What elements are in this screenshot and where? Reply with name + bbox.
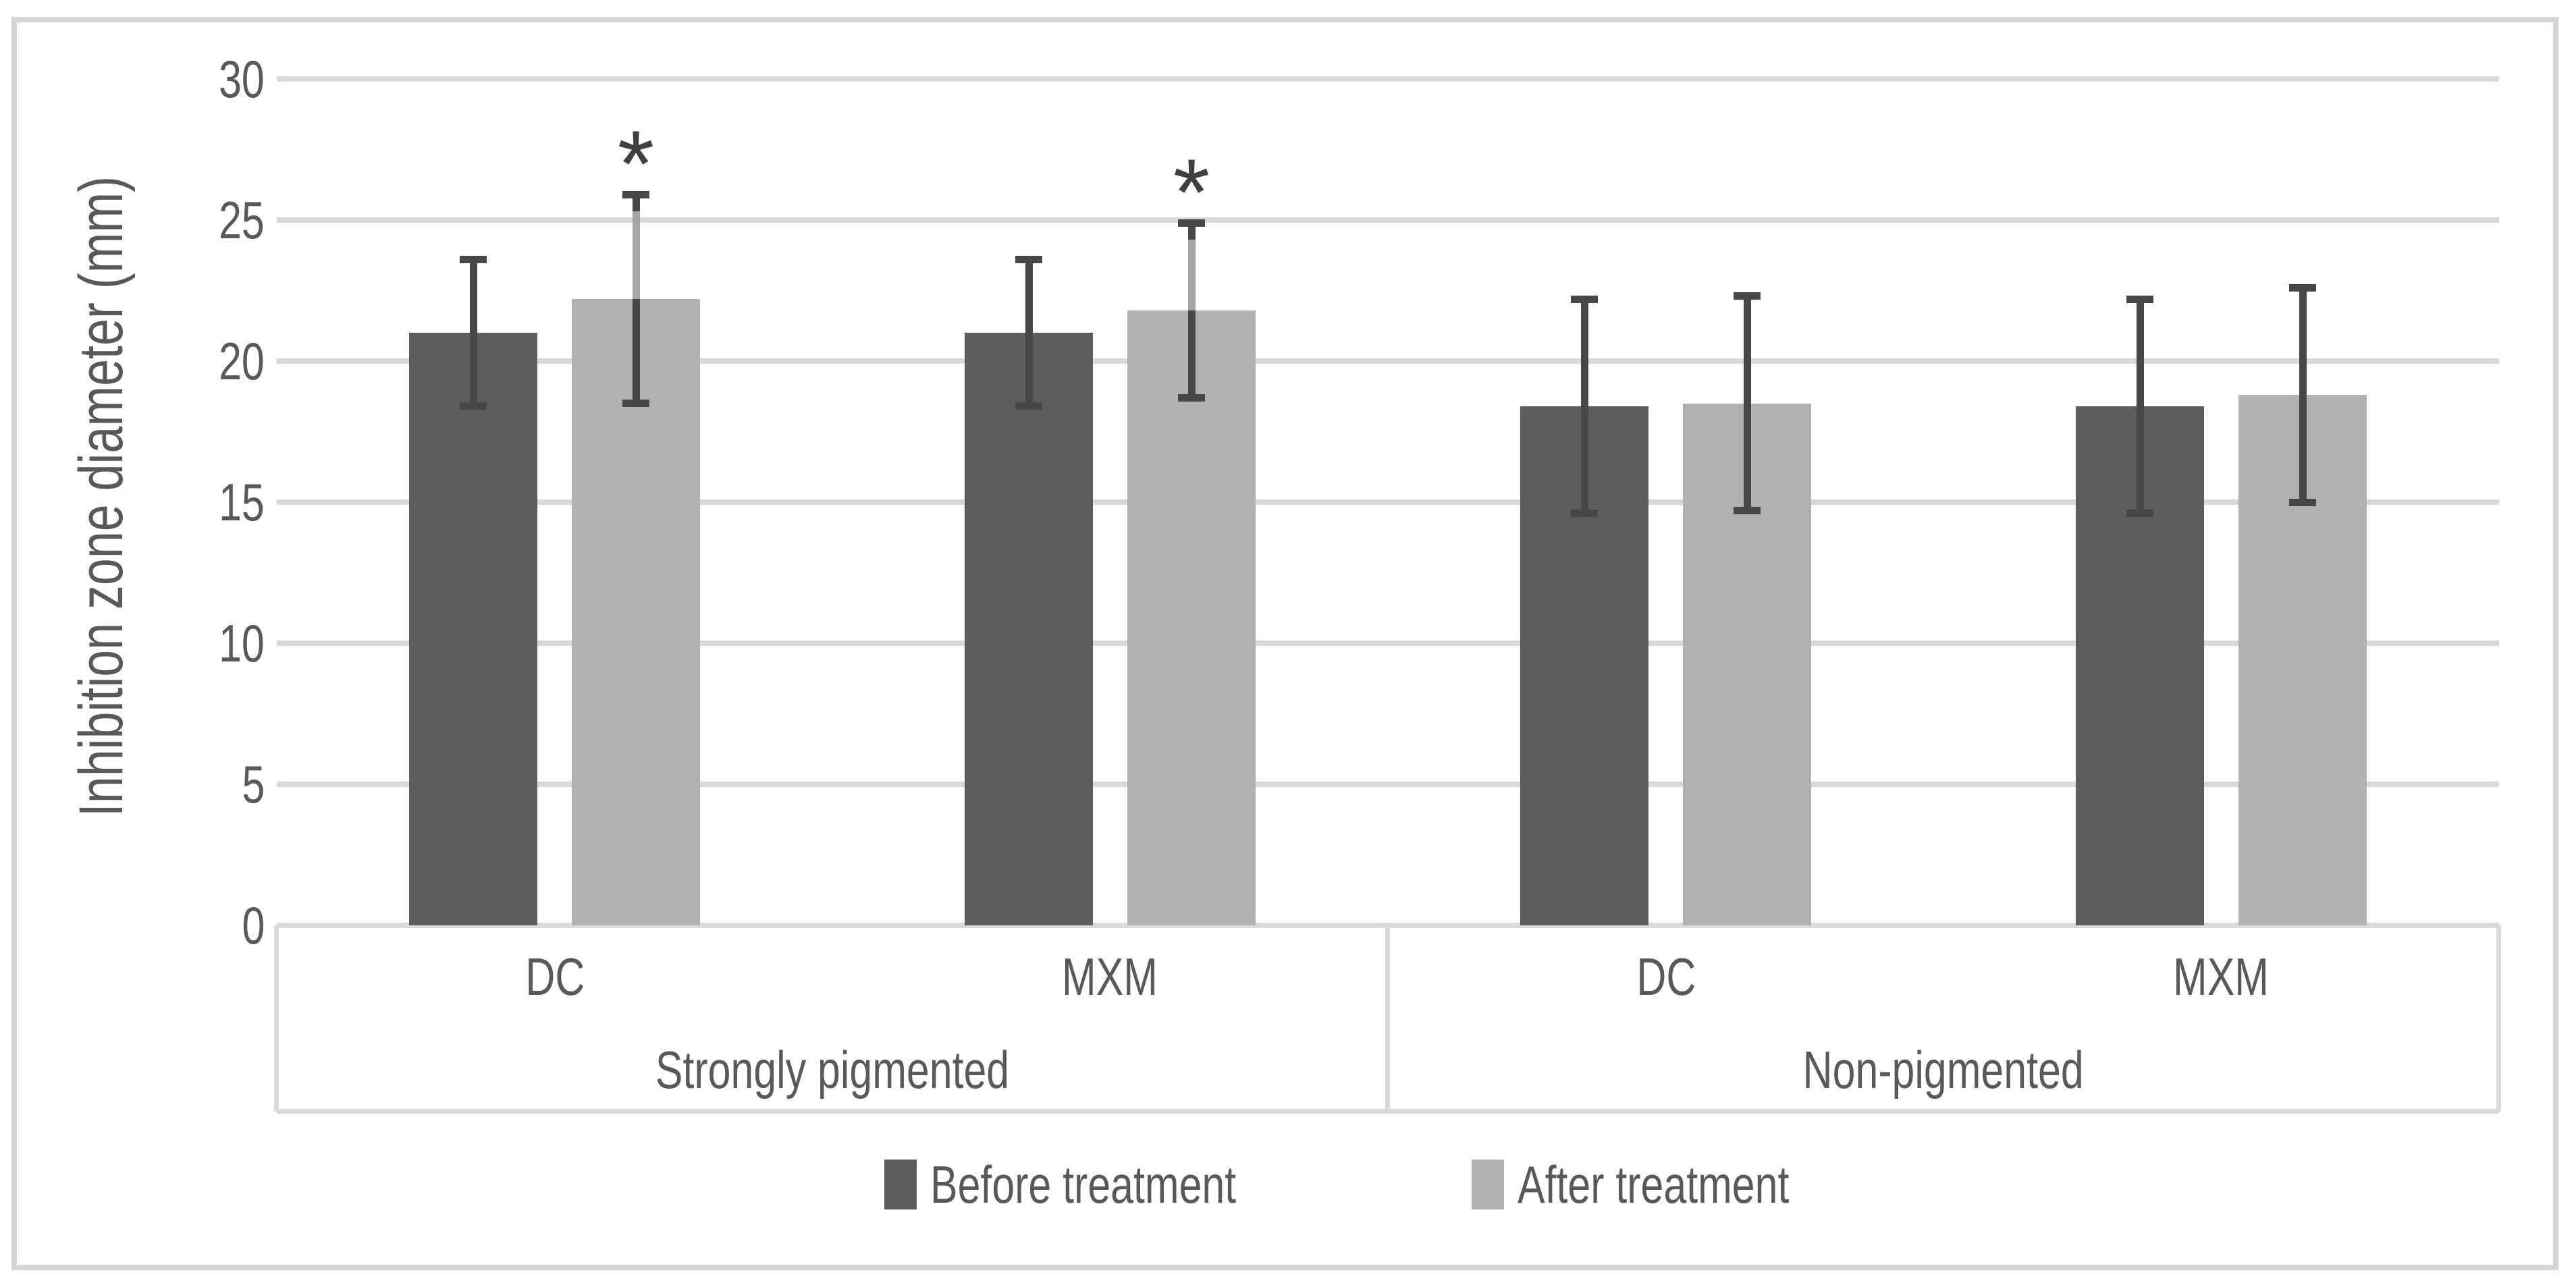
error-bar-line [469,259,477,406]
y-tick-label: 15 [101,470,265,535]
error-bar-line-light [632,211,640,300]
error-bar-cap-bottom [1015,402,1042,410]
y-tick-text: 20 [219,331,265,391]
category-separator-left [274,925,279,1112]
error-bar-cap-bottom [460,402,487,410]
error-bar-line [1743,296,1751,511]
gridline [277,358,2499,364]
error-bar-line [632,299,640,404]
group-label-non-pigmented: Non-pigmented [1802,1040,2084,1099]
bar-before-treatment [965,333,1093,925]
legend-swatch-before-treatment [884,1160,917,1209]
y-tick-label: 10 [101,611,265,676]
y-tick-label: 0 [101,893,265,958]
y-tick-label: 5 [101,752,265,817]
error-bar-line [1187,223,1196,240]
error-bar-line [2136,299,2144,514]
error-bar-line [1025,259,1033,406]
gridline [277,641,2499,646]
category-label-dc-strong: DC [525,947,585,1006]
y-tick-text: 15 [219,472,265,532]
y-tick-text: 0 [242,896,265,955]
group-label-strongly-pigmented: Strongly pigmented [655,1040,1010,1099]
legend-label-before-treatment: Before treatment [930,1155,1237,1214]
error-bar-line [1580,299,1588,514]
category-separator-right [2496,925,2501,1112]
error-bar-line [1187,310,1196,398]
category-axis-bottom-line [277,1109,2499,1114]
category-label-dc-non: DC [1636,947,1696,1006]
category-separator-middle [1385,925,1390,1112]
bar-before-treatment [409,333,537,925]
significance-asterisk: * [1173,139,1210,246]
error-bar-cap-bottom [622,400,649,408]
y-tick-label: 25 [101,188,265,252]
y-tick-text: 10 [219,614,265,673]
error-bar-cap-bottom [1178,393,1205,402]
chart-border [11,17,2558,1270]
error-bar-line [632,194,640,212]
y-tick-text: 5 [242,755,265,814]
legend-label-after-treatment: After treatment [1518,1155,1790,1214]
y-tick-label: 30 [101,47,265,111]
error-bar-line [2299,288,2307,502]
gridline [277,217,2499,223]
gridline [277,782,2499,787]
y-tick-label: 20 [101,329,265,393]
error-bar-cap-bottom [1734,507,1761,515]
gridline [277,499,2499,505]
legend-swatch-after-treatment [1472,1160,1504,1209]
bar-after-treatment [1127,310,1256,925]
error-bar-line-light [1187,240,1196,310]
category-label-mxm-strong: MXM [1062,947,1158,1006]
significance-asterisk: * [617,111,655,217]
error-bar-cap-bottom [2126,510,2153,518]
y-tick-text: 30 [219,49,265,109]
y-tick-text: 25 [219,190,265,250]
error-bar-cap-bottom [1571,510,1598,518]
category-label-mxm-non: MXM [2173,947,2269,1006]
error-bar-cap-bottom [2289,498,2316,506]
gridline [277,76,2499,82]
